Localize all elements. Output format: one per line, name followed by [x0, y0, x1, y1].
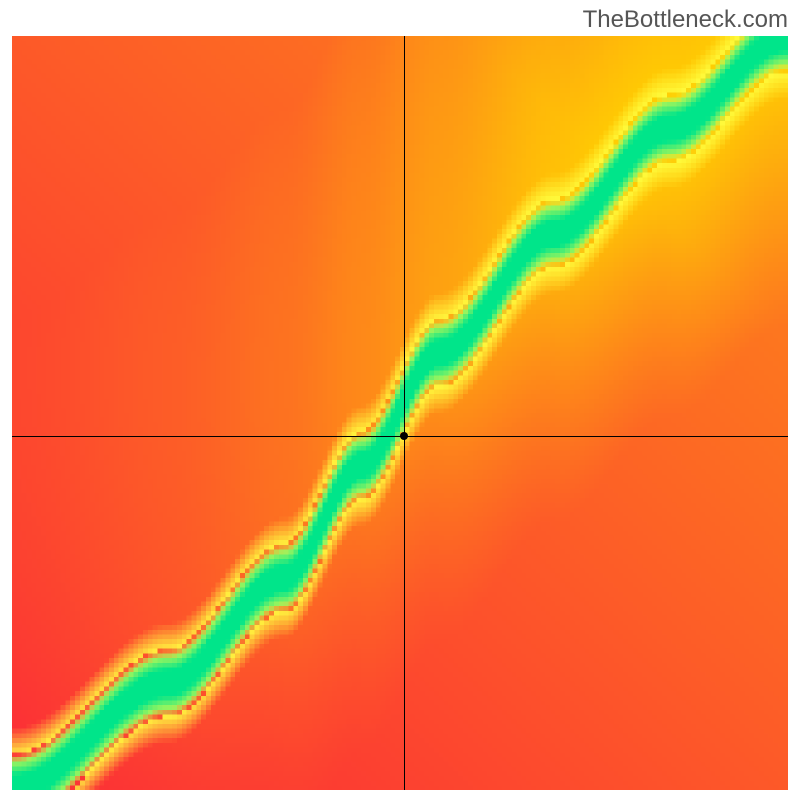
- chart-container: TheBottleneck.com: [0, 0, 800, 800]
- marker-dot: [400, 432, 408, 440]
- watermark-text: TheBottleneck.com: [583, 6, 788, 34]
- heatmap-canvas: [12, 36, 788, 790]
- crosshair-vertical: [404, 36, 405, 790]
- heatmap-area: [12, 36, 788, 790]
